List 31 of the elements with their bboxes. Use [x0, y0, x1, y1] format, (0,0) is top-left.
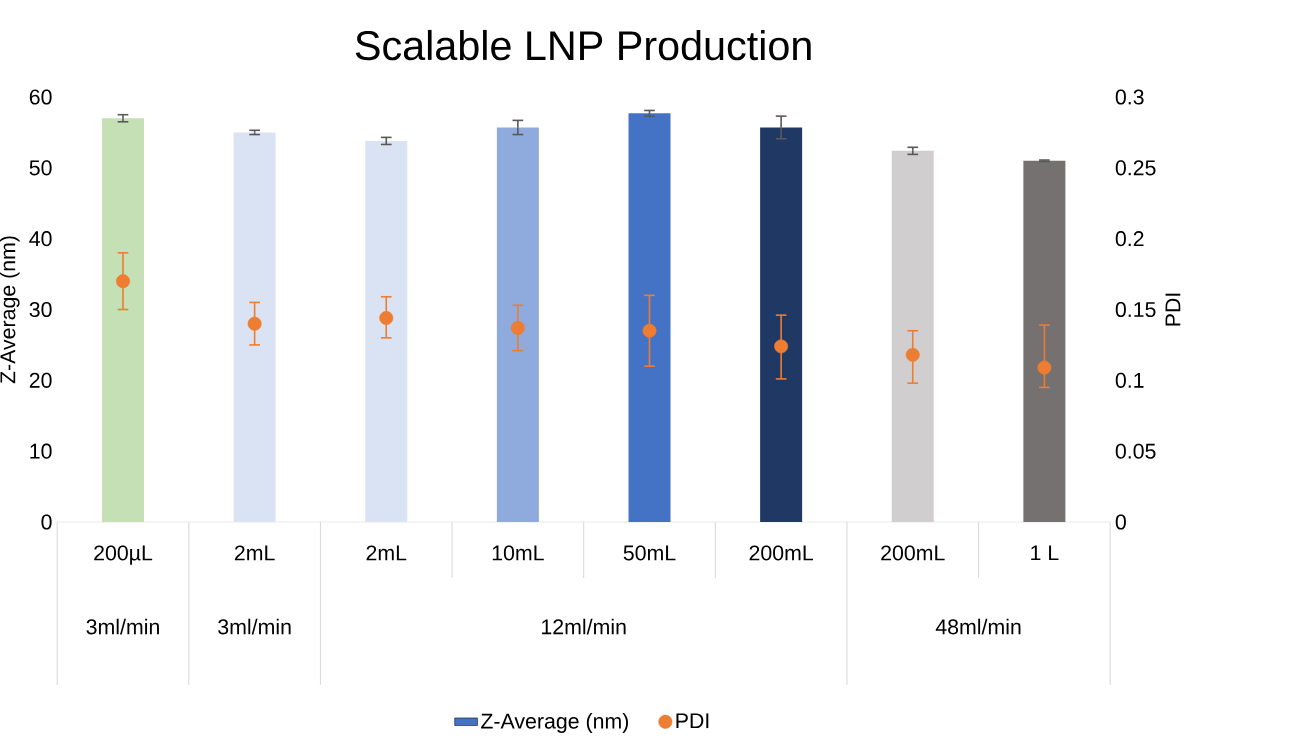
y-tick-label: 0 — [41, 514, 52, 530]
y-tick-label: 30 — [29, 301, 52, 318]
y-tick-label: 20 — [29, 372, 52, 388]
y2-tick-label: 0.2 — [1115, 231, 1144, 247]
legend-label: Z-Average (nm) — [481, 713, 629, 733]
y2-axis-title: PDI — [1165, 293, 1181, 326]
x-tick-label: 2mL — [234, 545, 275, 561]
text: 3ml/min — [86, 618, 159, 635]
x-tick-label: 1 L — [1031, 545, 1059, 561]
y2-tick-label: 0.25 — [1115, 160, 1156, 176]
y-tick-label: 50 — [29, 160, 52, 176]
y2-tick-label: 0 — [1115, 514, 1126, 530]
x-tick-label: 200µL — [94, 545, 153, 565]
x-tick-label: 200mL — [881, 545, 945, 561]
y2-tick-label: 0.1 — [1115, 372, 1144, 388]
x-tick-label: 200mL — [749, 545, 814, 561]
y2-tick-label: 0.15 — [1115, 301, 1156, 318]
y-axis-title: Z-Average (nm) — [0, 236, 20, 384]
y-tick-label: 40 — [29, 231, 52, 247]
text: 48ml/min — [935, 618, 1021, 635]
y-tick-label: 60 — [29, 89, 52, 105]
text: 3ml/min — [218, 618, 291, 635]
y2-tick-label: 0.3 — [1115, 89, 1144, 105]
x-tick-label: 10mL — [492, 545, 544, 561]
text: 12ml/min — [542, 618, 626, 635]
chart-title: Scalable LNP Production — [355, 29, 811, 61]
x-tick-label: 2mL — [366, 545, 407, 561]
y-tick-label: 10 — [30, 443, 52, 459]
x-tick-label: 50mL — [623, 545, 676, 561]
y2-tick-label: 0.05 — [1115, 443, 1156, 459]
legend-label: PDI — [676, 713, 709, 729]
